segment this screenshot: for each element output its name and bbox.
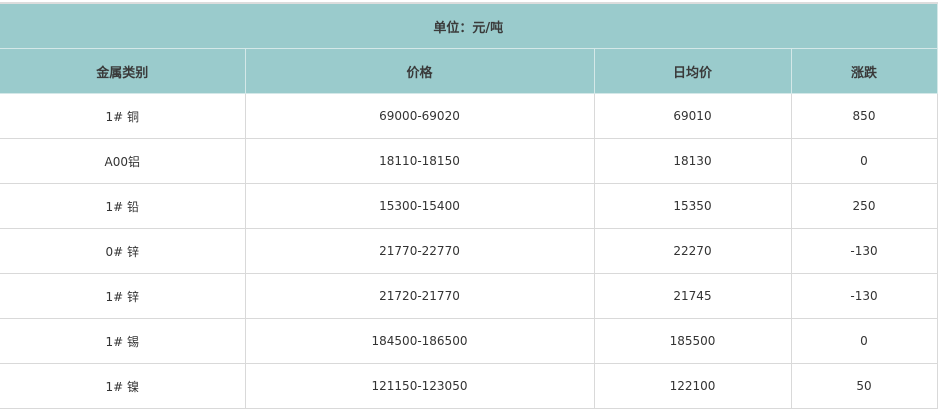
daily-average-cell: 69010 [593, 93, 792, 139]
column-header-row: 金属类别 价格 日均价 涨跌 [0, 48, 938, 94]
table-row: 1# 铜 69000-69020 69010 850 [0, 93, 938, 139]
column-header-metal-type: 金属类别 [0, 48, 246, 94]
metal-type-cell: 1# 锡 [0, 318, 246, 364]
daily-average-cell: 122100 [593, 363, 792, 409]
change-cell: 50 [790, 363, 938, 409]
price-range-cell: 69000-69020 [244, 93, 595, 139]
daily-average-cell: 21745 [593, 273, 792, 319]
metal-type-cell: 1# 锌 [0, 273, 246, 319]
price-range-cell: 121150-123050 [244, 363, 595, 409]
metal-type-cell: 1# 铜 [0, 93, 246, 139]
daily-average-cell: 22270 [593, 228, 792, 274]
table-row: 1# 锌 21720-21770 21745 -130 [0, 273, 938, 319]
price-range-cell: 18110-18150 [244, 138, 595, 184]
change-cell: 250 [790, 183, 938, 229]
price-range-cell: 21770-22770 [244, 228, 595, 274]
change-cell: 850 [790, 93, 938, 139]
table-row: 0# 锌 21770-22770 22270 -130 [0, 228, 938, 274]
change-cell: 0 [790, 318, 938, 364]
daily-average-cell: 15350 [593, 183, 792, 229]
price-range-cell: 21720-21770 [244, 273, 595, 319]
column-header-price: 价格 [244, 48, 595, 94]
change-cell: -130 [790, 273, 938, 319]
column-header-change: 涨跌 [790, 48, 938, 94]
change-cell: -130 [790, 228, 938, 274]
price-range-cell: 184500-186500 [244, 318, 595, 364]
table-row: 1# 锡 184500-186500 185500 0 [0, 318, 938, 364]
daily-average-cell: 185500 [593, 318, 792, 364]
column-header-daily-average: 日均价 [593, 48, 792, 94]
daily-average-cell: 18130 [593, 138, 792, 184]
metal-type-cell: 0# 锌 [0, 228, 246, 274]
table-row: 1# 铅 15300-15400 15350 250 [0, 183, 938, 229]
table-row: A00铝 18110-18150 18130 0 [0, 138, 938, 184]
unit-caption: 单位：元/吨 [0, 2, 938, 49]
metal-type-cell: A00铝 [0, 138, 246, 184]
metal-type-cell: 1# 铅 [0, 183, 246, 229]
table-row: 1# 镍 121150-123050 122100 50 [0, 363, 938, 409]
price-range-cell: 15300-15400 [244, 183, 595, 229]
change-cell: 0 [790, 138, 938, 184]
metal-type-cell: 1# 镍 [0, 363, 246, 409]
